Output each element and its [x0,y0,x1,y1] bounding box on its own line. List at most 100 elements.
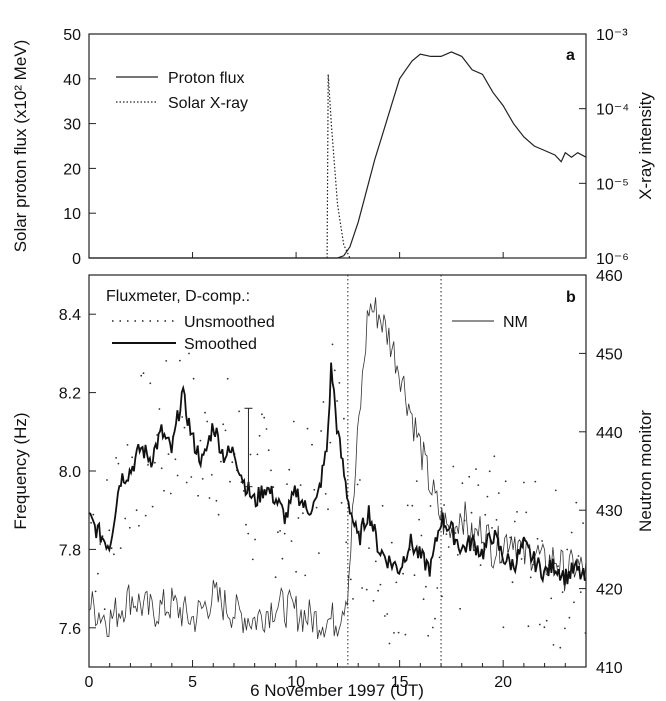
panel-b-y2-tick-label: 440 [596,425,623,442]
unsmoothed-point [263,416,266,419]
unsmoothed-point [286,483,288,485]
panel-b-y2-tick-label: 420 [596,582,623,599]
panel-a-y2-tick-label: 10⁻⁶ [596,251,629,268]
unsmoothed-point [181,416,184,418]
legend-unsmoothed-label: Unsmoothed [184,314,275,331]
unsmoothed-point [584,632,587,634]
unsmoothed-point [436,587,439,589]
unsmoothed-point [468,475,471,478]
panel-a-y-tick-label: 30 [63,117,81,134]
unsmoothed-point [368,547,370,549]
unsmoothed-point [538,623,541,626]
unsmoothed-point [128,526,131,529]
unsmoothed-point [486,495,489,498]
unsmoothed-point [215,499,218,502]
panel-b-y-tick-label: 8.2 [59,386,81,403]
unsmoothed-point [336,400,338,402]
panel-b-label: b [566,289,576,306]
unsmoothed-point [131,456,134,459]
unsmoothed-point [327,508,329,511]
unsmoothed-point [420,534,423,537]
unsmoothed-point [113,553,115,556]
unsmoothed-point [204,411,206,414]
unsmoothed-point [441,595,443,598]
unsmoothed-point [461,482,464,485]
unsmoothed-point [541,540,543,542]
unsmoothed-point [190,476,193,478]
unsmoothed-point [566,548,569,551]
unsmoothed-point [315,506,318,509]
unsmoothed-point [304,574,307,577]
unsmoothed-point [434,617,436,620]
unsmoothed-point [577,555,580,557]
unsmoothed-point [306,427,309,430]
unsmoothed-point [491,527,493,529]
unsmoothed-point [167,453,170,455]
unsmoothed-point [520,558,523,560]
unsmoothed-point [206,420,209,423]
unsmoothed-point [99,543,102,545]
unsmoothed-point [338,382,341,384]
unsmoothed-point [117,462,120,465]
unsmoothed-point [318,552,320,554]
panel-a-y-axis-title: Solar proton flux (x10² MeV) [11,40,30,253]
panel-a-y-tick-label: 20 [63,161,81,178]
panel-b-y-tick-label: 7.6 [59,621,81,638]
unsmoothed-point [564,627,566,630]
unsmoothed-point [110,547,113,550]
panel-b-frame [88,274,587,668]
unsmoothed-point [297,517,300,519]
unsmoothed-point [163,489,165,492]
neutron-monitor-line [88,297,587,640]
x-axis-title: 6 November 1997 (UT) [250,681,424,700]
unsmoothed-point [445,533,448,535]
unsmoothed-point [288,468,291,471]
unsmoothed-point [488,470,491,473]
unsmoothed-point [142,372,145,375]
panel-b-y2-tick-label: 450 [596,346,623,363]
unsmoothed-point [217,513,220,516]
proton-flux-line [89,51,587,259]
unsmoothed-point [543,626,546,629]
unsmoothed-point [529,576,532,579]
unsmoothed-point [108,529,111,532]
unsmoothed-point [242,490,245,492]
unsmoothed-point [495,519,498,521]
unsmoothed-point [144,514,147,517]
unsmoothed-point [201,478,204,480]
panel-a-y-tick-label: 50 [63,27,81,44]
unsmoothed-point [283,532,286,535]
panel-b-x-tick-label: 10 [287,674,305,691]
unsmoothed-point [222,423,225,426]
unsmoothed-point [352,598,354,600]
unsmoothed-point [179,359,181,362]
unsmoothed-point [374,560,377,563]
legend-xray-label: Solar X-ray [168,95,248,112]
unsmoothed-point [126,444,129,446]
unsmoothed-point [573,601,575,604]
unsmoothed-point [557,565,559,568]
panel-b-y-tick-label: 8.0 [59,464,81,481]
unsmoothed-point [361,587,363,589]
smoothed-line [88,362,586,586]
panel-b-x-tick-label: 5 [188,674,197,691]
unsmoothed-point [575,501,578,504]
unsmoothed-point [140,374,143,377]
unsmoothed-point [249,453,252,456]
unsmoothed-point [484,513,487,516]
unsmoothed-point [509,536,512,539]
unsmoothed-point [393,632,395,634]
unsmoothed-point [404,633,407,636]
unsmoothed-point [183,426,186,429]
panel-a-y-tick-label: 10 [63,206,81,223]
legend-smoothed-label: Smoothed [184,336,257,353]
unsmoothed-point [265,428,268,430]
unsmoothed-point [103,608,106,611]
panel-b-y2-tick-label: 430 [596,503,623,520]
unsmoothed-point [422,598,425,601]
unsmoothed-point [479,564,482,566]
panel-a-label: a [566,47,575,64]
unsmoothed-point [174,458,177,461]
unsmoothed-point [493,455,496,458]
unsmoothed-point [94,590,97,593]
